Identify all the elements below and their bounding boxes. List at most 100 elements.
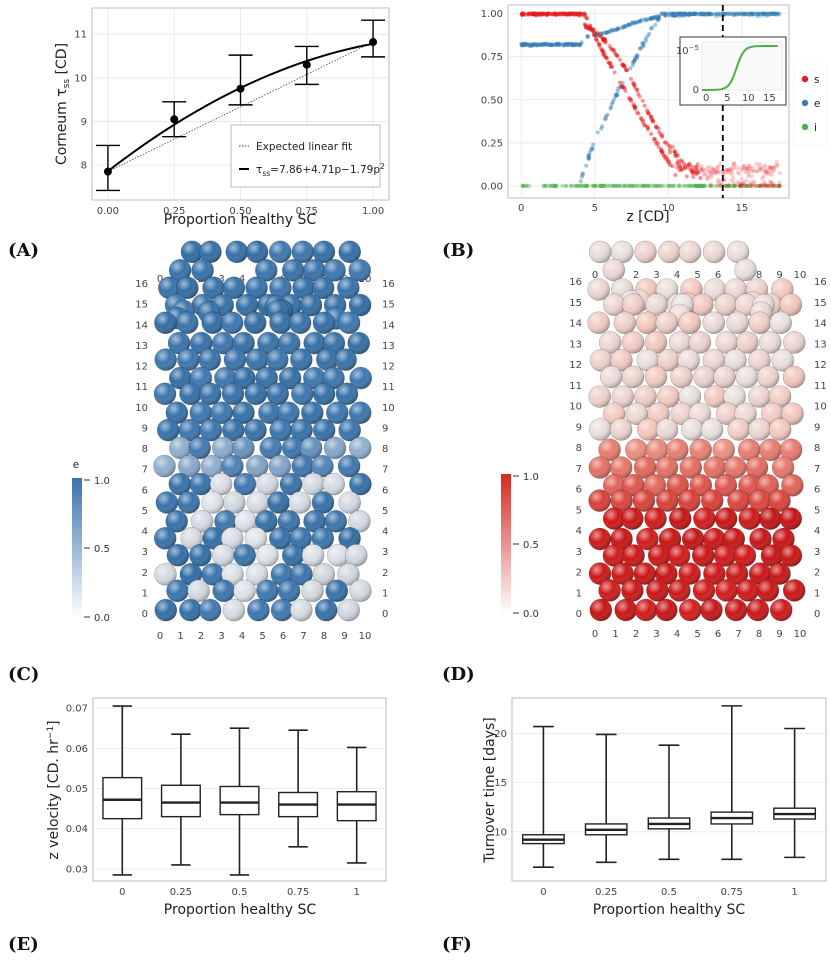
chart-b-point-e — [701, 12, 706, 17]
chart-b-point-e — [554, 41, 559, 47]
chart-b-point-s — [672, 149, 677, 154]
chart-b-point-s — [597, 42, 602, 48]
chart-d-cell-shade — [644, 507, 667, 530]
chart-b-point-i — [653, 183, 658, 188]
chart-b-inset-plot — [701, 41, 783, 91]
chart-b-point-s — [551, 12, 556, 17]
chart-b-point-e — [741, 12, 746, 17]
chart-b-point-s — [660, 133, 665, 138]
chart-b-point-s — [731, 165, 736, 170]
chart-c-ytick-left: 8 — [142, 444, 148, 455]
chart-c-ytick-right: 5 — [382, 506, 388, 517]
chart-b-xtick: 10 — [662, 203, 675, 214]
chart-c-cell-shade — [223, 491, 246, 514]
chart-b-point-s — [709, 170, 714, 176]
chart-d-cell-shade — [759, 331, 782, 354]
chart-d-cell-shade — [748, 489, 771, 512]
chart-b-point-e — [650, 25, 655, 30]
chart-b-point-e — [542, 42, 547, 47]
chart-b-point-i — [645, 183, 650, 188]
chart-b-point-e — [692, 11, 697, 16]
chart-b-point-s — [654, 125, 659, 130]
chart-b-point-e — [691, 11, 696, 17]
chart-b-point-e — [696, 12, 701, 17]
chart-b-point-s — [689, 169, 695, 174]
chart-b-point-s — [682, 161, 687, 166]
chart-b-point-e — [757, 12, 762, 17]
chart-b-point-s — [715, 180, 720, 185]
chart-b-point-e — [709, 11, 714, 16]
chart-b-point-i — [541, 183, 547, 188]
chart-b-point-e — [577, 43, 582, 48]
chart-b-point-e — [594, 32, 599, 37]
chart-b-point-s — [620, 62, 625, 67]
chart-b-point-i — [738, 183, 743, 188]
chart-c-cell-shade — [166, 579, 189, 602]
chart-b-point-s — [552, 11, 558, 16]
chart-b-point-e — [604, 30, 609, 35]
chart-b-point-s — [749, 173, 754, 178]
chart-c-cell-shade — [200, 455, 223, 478]
chart-b-point-s — [749, 182, 754, 187]
chart-b-point-s — [609, 64, 614, 69]
chart-b-inset-curve — [702, 45, 778, 91]
chart-d-cell-shade — [746, 456, 768, 479]
chart-b-point-e — [731, 13, 736, 18]
chart-c-ytick-right: 16 — [382, 279, 395, 290]
chart-b-point-e — [609, 104, 614, 109]
chart-b-point-e — [693, 11, 698, 16]
chart-b-point-e — [705, 11, 710, 16]
chart-d-ytick-left: 1 — [576, 588, 582, 599]
chart-b-point-s — [670, 164, 675, 169]
chart-b-point-e — [578, 42, 583, 48]
chart-b-point-e — [548, 42, 554, 48]
chart-b-point-s — [724, 167, 729, 172]
chart-b-point-s — [735, 179, 741, 184]
chart-b-point-i — [700, 183, 705, 188]
chart-d-xtick-top: 6 — [715, 270, 721, 281]
chart-b-point-e — [713, 14, 718, 19]
chart-b-point-e — [628, 66, 633, 71]
chart-b-point-e — [692, 11, 697, 16]
chart-b-point-e — [742, 12, 747, 17]
chart-b-point-s — [694, 168, 700, 173]
chart-b-point-s — [698, 175, 703, 180]
chart-b-point-e — [746, 11, 751, 16]
chart-b-point-i — [710, 183, 715, 188]
chart-b-point-s — [715, 165, 720, 171]
chart-b-point-s — [676, 161, 681, 166]
chart-c-xtick-top: 0 — [157, 274, 163, 285]
chart-b-point-e — [565, 42, 571, 47]
chart-d-ytick-left: 13 — [569, 339, 582, 350]
chart-d-ytick-left: 10 — [569, 402, 582, 413]
chart-b-point-e — [585, 35, 590, 40]
chart-b-point-s — [739, 183, 744, 188]
chart-b-point-e — [522, 42, 527, 47]
chart-d-xtick-bottom: 10 — [794, 629, 807, 640]
chart-b-point-e — [720, 11, 725, 16]
chart-b-point-i — [671, 183, 676, 188]
chart-b-point-i — [666, 183, 671, 188]
chart-b-point-s — [675, 161, 680, 166]
chart-b-point-s — [713, 171, 718, 176]
chart-b-point-s — [662, 140, 668, 145]
chart-c-cell-shade — [236, 294, 258, 317]
chart-b-point-s — [608, 64, 613, 69]
chart-c-cell-shade — [313, 382, 336, 405]
chart-b-point-e — [623, 23, 628, 28]
chart-e-xtick: 0.25 — [170, 887, 192, 898]
chart-b-point-e — [587, 150, 593, 155]
chart-b-point-e — [615, 26, 621, 32]
chart-b-point-e — [584, 163, 589, 168]
chart-b-point-e — [564, 42, 569, 47]
chart-b-point-e — [751, 12, 756, 18]
chart-d-cell-shade — [602, 258, 625, 281]
chart-b-point-s — [675, 153, 681, 158]
chart-b-point-e — [526, 42, 531, 47]
chart-b-point-e — [525, 42, 531, 47]
chart-b-point-i — [611, 183, 616, 188]
chart-b-point-e — [663, 11, 668, 16]
chart-b-point-s — [537, 13, 542, 18]
chart-c-cell-shade — [255, 367, 278, 390]
chart-b-point-e — [737, 11, 743, 16]
